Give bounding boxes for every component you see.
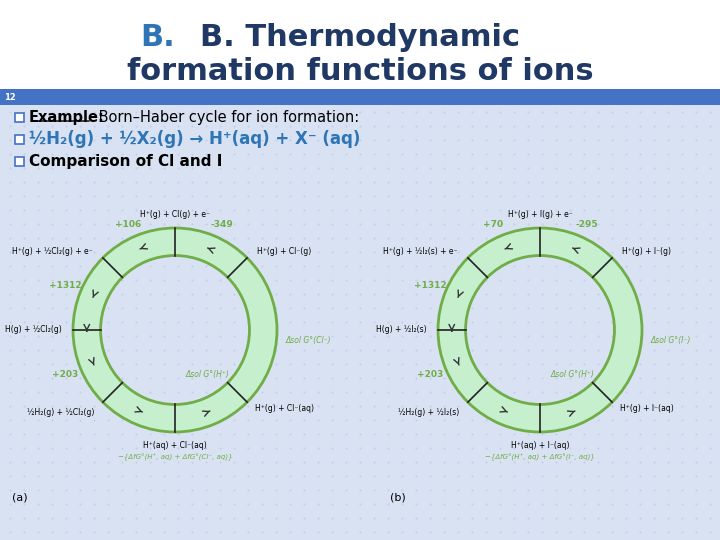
Text: +203: +203: [53, 370, 78, 380]
Text: Comparison of Cl and I: Comparison of Cl and I: [29, 154, 222, 169]
Text: (b): (b): [390, 493, 406, 503]
Text: Δsol G°(H⁺): Δsol G°(H⁺): [550, 369, 594, 379]
Text: Δsol G°(H⁺): Δsol G°(H⁺): [185, 369, 229, 379]
Text: H⁺(g) + I⁻(g): H⁺(g) + I⁻(g): [623, 247, 672, 256]
Text: H⁺(g) + ½Cl₂(g) + e⁻: H⁺(g) + ½Cl₂(g) + e⁻: [12, 247, 92, 256]
Text: +70: +70: [483, 220, 503, 229]
Text: +1312: +1312: [414, 281, 447, 289]
Bar: [15, 135, 24, 144]
Text: Example:: Example:: [29, 110, 105, 125]
Text: H⁺(g) + Cl⁻(g): H⁺(g) + Cl⁻(g): [258, 247, 312, 256]
Text: Δsol G°(Cl⁻): Δsol G°(Cl⁻): [285, 335, 330, 345]
Text: H⁺(g) + Cl(g) + e⁻: H⁺(g) + Cl(g) + e⁻: [140, 210, 210, 219]
Bar: [15, 157, 24, 166]
Text: H⁺(g) + I(g) + e⁻: H⁺(g) + I(g) + e⁻: [508, 210, 572, 219]
Text: H⁺(aq) + I⁻(aq): H⁺(aq) + I⁻(aq): [510, 441, 570, 450]
Bar: [0, 0, 720, 103]
Text: 12: 12: [4, 92, 16, 102]
Bar: [15, 113, 24, 122]
Wedge shape: [438, 228, 642, 432]
Text: −{ΔfG°(H⁺, aq) + ΔfG°(I⁻, aq)}: −{ΔfG°(H⁺, aq) + ΔfG°(I⁻, aq)}: [485, 454, 595, 462]
Text: Δsol G°(I⁻): Δsol G°(I⁻): [650, 335, 690, 345]
Text: formation functions of ions: formation functions of ions: [127, 57, 593, 85]
Wedge shape: [73, 228, 277, 432]
Text: H⁺(g) + Cl⁻(aq): H⁺(g) + Cl⁻(aq): [256, 404, 315, 413]
Text: B.: B.: [140, 23, 175, 51]
Text: -295: -295: [575, 220, 598, 229]
Text: (a): (a): [12, 493, 27, 503]
Text: +1312: +1312: [49, 281, 82, 289]
Bar: [0, 89, 720, 105]
Text: +106: +106: [115, 220, 141, 229]
Text: Born–Haber cycle for ion formation:: Born–Haber cycle for ion formation:: [94, 110, 359, 125]
Text: H⁺(g) + I⁻(aq): H⁺(g) + I⁻(aq): [621, 404, 674, 413]
Text: +203: +203: [418, 370, 444, 380]
Text: -349: -349: [210, 220, 233, 229]
Text: H⁺(aq) + Cl⁻(aq): H⁺(aq) + Cl⁻(aq): [143, 441, 207, 450]
Text: ½H₂(g) + ½I₂(s): ½H₂(g) + ½I₂(s): [398, 408, 459, 417]
Text: H⁺(g) + ½I₂(s) + e⁻: H⁺(g) + ½I₂(s) + e⁻: [383, 247, 457, 256]
Text: H(g) + ½I₂(s): H(g) + ½I₂(s): [377, 326, 427, 334]
Text: H(g) + ½Cl₂(g): H(g) + ½Cl₂(g): [5, 326, 62, 334]
Text: B. Thermodynamic: B. Thermodynamic: [200, 23, 520, 51]
Text: −{ΔfG°(H⁺, aq) + ΔfG°(Cl⁻, aq)}: −{ΔfG°(H⁺, aq) + ΔfG°(Cl⁻, aq)}: [117, 454, 233, 462]
Bar: [0, 105, 720, 540]
Text: ½H₂(g) + ½Cl₂(g): ½H₂(g) + ½Cl₂(g): [27, 408, 94, 417]
Text: ½H₂(g) + ½X₂(g) → H⁺(aq) + X⁻ (aq): ½H₂(g) + ½X₂(g) → H⁺(aq) + X⁻ (aq): [29, 131, 361, 149]
